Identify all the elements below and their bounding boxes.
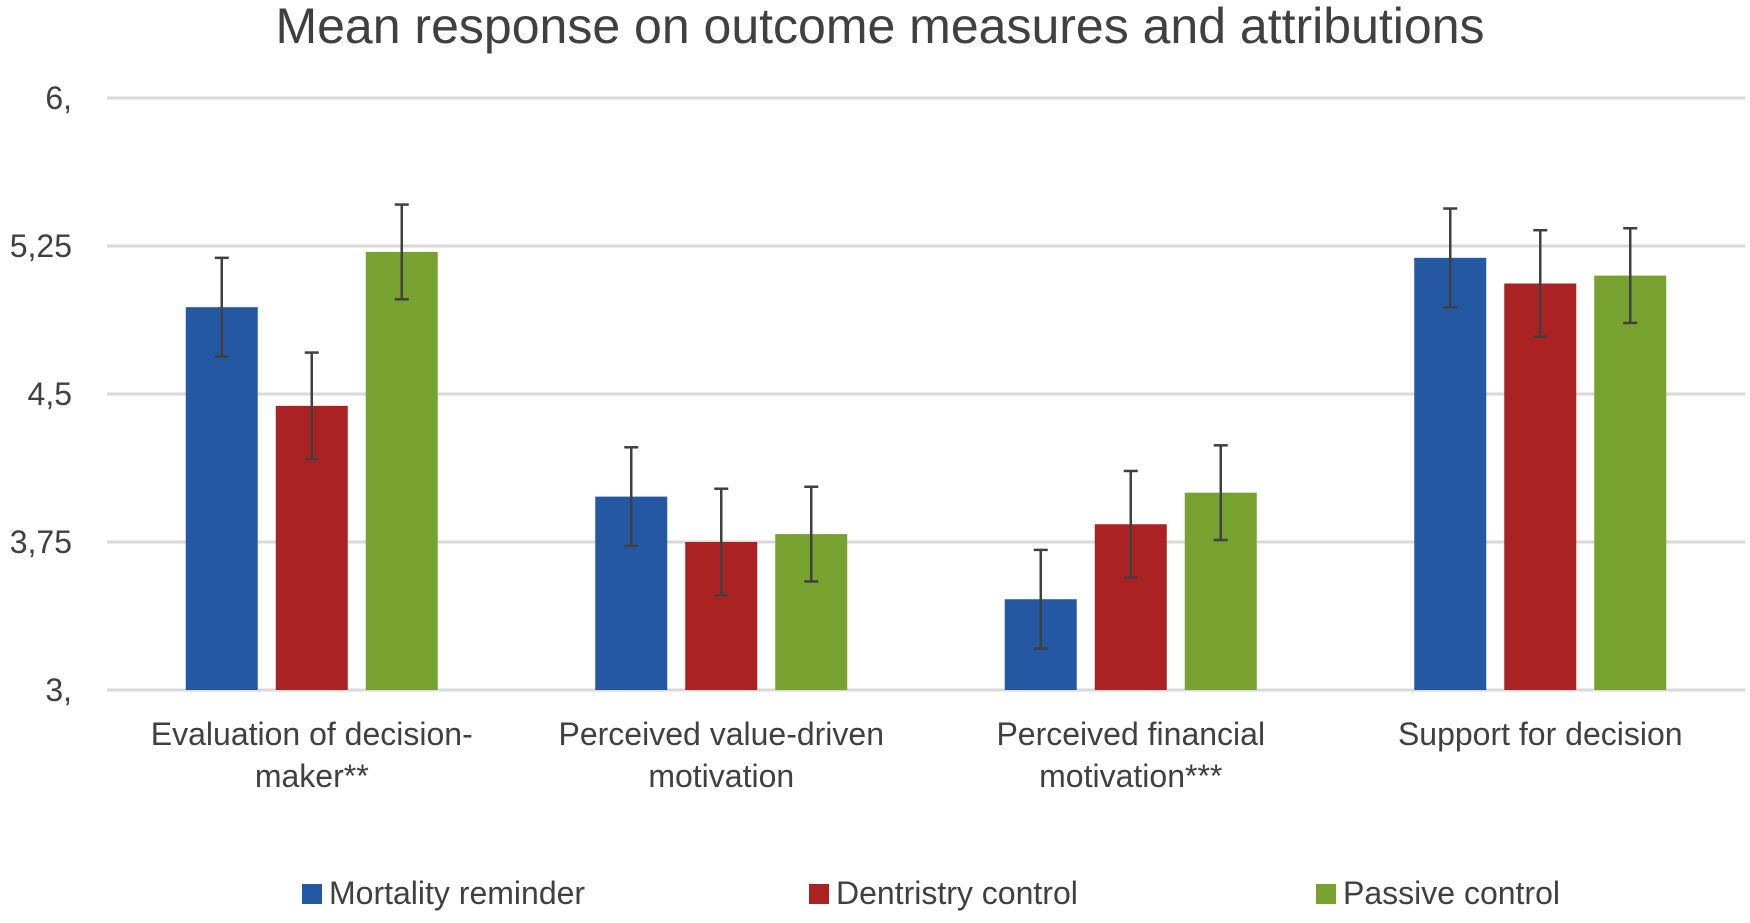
- x-category-label: Perceived financial: [996, 716, 1265, 752]
- error-bars: [214, 203, 1638, 650]
- y-axis-ticks: 3, 3,75 4,5 5,25 6,: [10, 80, 72, 708]
- y-tick-label: 3,: [45, 672, 72, 708]
- bar-passive-control: [1594, 275, 1667, 690]
- y-tick-label: 4,5: [28, 376, 72, 412]
- x-axis-categories: Evaluation of decision-maker** Perceived …: [151, 716, 1683, 794]
- x-category-label: motivation: [648, 758, 794, 794]
- bar-passive-control: [365, 251, 438, 691]
- x-category-label: Perceived value-driven: [559, 716, 885, 752]
- legend-label: Dentristry control: [836, 875, 1078, 911]
- bar-dentristry-control: [1504, 283, 1577, 690]
- x-category-label: maker**: [255, 758, 369, 794]
- x-category-label: Support for decision: [1398, 716, 1683, 752]
- x-category-label: motivation***: [1039, 758, 1222, 794]
- legend-label: Passive control: [1343, 875, 1560, 911]
- legend: Mortality reminder Dentristry control Pass…: [302, 875, 1560, 911]
- bar-mortality-reminder: [1414, 257, 1487, 690]
- x-category-label: Evaluation of decision-: [151, 716, 473, 752]
- y-tick-label: 3,75: [10, 524, 72, 560]
- legend-swatch: [302, 884, 322, 904]
- bar-mortality-reminder: [185, 307, 258, 690]
- y-tick-label: 6,: [45, 80, 72, 116]
- gridlines: [107, 96, 1745, 692]
- legend-label: Mortality reminder: [329, 875, 585, 911]
- y-tick-label: 5,25: [10, 228, 72, 264]
- chart-title: Mean response on outcome measures and at…: [275, 0, 1484, 54]
- bars: [185, 251, 1667, 691]
- legend-swatch: [1316, 884, 1336, 904]
- legend-swatch: [809, 884, 829, 904]
